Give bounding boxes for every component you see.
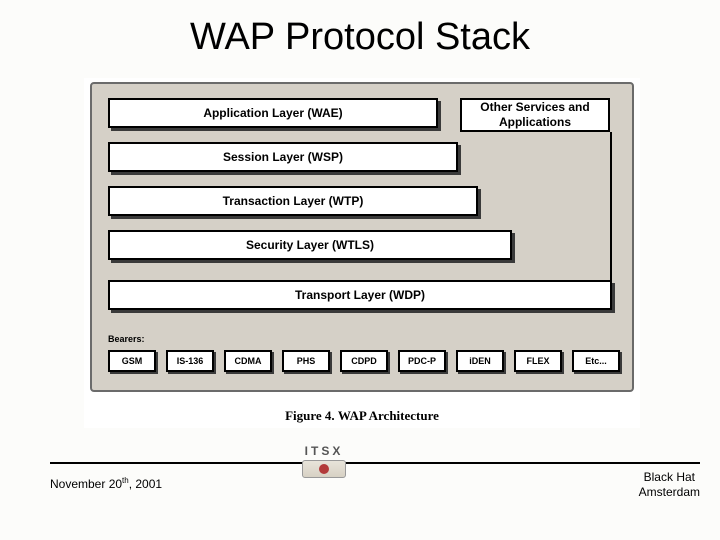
layer-transport-label: Transport Layer (WDP)	[295, 288, 425, 302]
bearer-pdcp: PDC-P	[398, 350, 446, 372]
bearer-phs: PHS	[282, 350, 330, 372]
bearer-gsm-label: GSM	[122, 356, 143, 366]
wap-architecture-diagram: Application Layer (WAE) Session Layer (W…	[90, 82, 634, 392]
bearer-gsm: GSM	[108, 350, 156, 372]
connector-vertical	[610, 132, 612, 280]
slide: WAP Protocol Stack Application Layer (WA…	[0, 0, 720, 540]
layer-application: Application Layer (WAE)	[108, 98, 438, 128]
bearer-cdma-label: CDMA	[235, 356, 262, 366]
layer-security: Security Layer (WTLS)	[108, 230, 512, 260]
footer-logo: ITSX	[292, 444, 356, 478]
figure-caption-text: WAP Architecture	[338, 408, 439, 423]
layer-security-label: Security Layer (WTLS)	[246, 238, 374, 252]
footer-date-year: , 2001	[129, 477, 162, 491]
bearer-iden-label: iDEN	[469, 356, 491, 366]
layer-application-label: Application Layer (WAE)	[203, 106, 342, 120]
bearer-flex-label: FLEX	[526, 356, 549, 366]
slide-footer: November 20th, 2001 ITSX Black Hat Amste…	[50, 462, 700, 506]
page-title: WAP Protocol Stack	[0, 0, 720, 59]
figure-container: Application Layer (WAE) Session Layer (W…	[84, 78, 640, 428]
bearer-phs-label: PHS	[297, 356, 316, 366]
bearer-etc: Etc...	[572, 350, 620, 372]
footer-right-line1: Black Hat	[639, 470, 700, 485]
bearer-iden: iDEN	[456, 350, 504, 372]
bearer-pdcp-label: PDC-P	[408, 356, 436, 366]
bearer-cdpd-label: CDPD	[351, 356, 377, 366]
other-services-label: Other Services and Applications	[462, 100, 608, 130]
bearer-is136: IS-136	[166, 350, 214, 372]
bearer-is136-label: IS-136	[177, 356, 204, 366]
footer-date: November 20th, 2001	[50, 476, 162, 491]
layer-transaction: Transaction Layer (WTP)	[108, 186, 478, 216]
bearers-label: Bearers:	[108, 334, 145, 344]
bearer-etc-label: Etc...	[585, 356, 607, 366]
layer-session: Session Layer (WSP)	[108, 142, 458, 172]
footer-date-prefix: November 20	[50, 477, 122, 491]
footer-right: Black Hat Amsterdam	[639, 470, 700, 500]
other-services-box: Other Services and Applications	[460, 98, 610, 132]
figure-caption: Figure 4. WAP Architecture	[84, 408, 640, 424]
footer-rule	[50, 462, 700, 464]
layer-transport: Transport Layer (WDP)	[108, 280, 612, 310]
footer-logo-badge-icon	[302, 460, 346, 478]
layer-session-label: Session Layer (WSP)	[223, 150, 343, 164]
layer-transaction-label: Transaction Layer (WTP)	[223, 194, 364, 208]
figure-caption-label: Figure 4.	[285, 408, 335, 423]
footer-logo-text: ITSX	[292, 444, 356, 458]
bearer-cdma: CDMA	[224, 350, 272, 372]
footer-date-suffix: th	[122, 476, 129, 485]
bearer-cdpd: CDPD	[340, 350, 388, 372]
footer-right-line2: Amsterdam	[639, 485, 700, 500]
bearer-flex: FLEX	[514, 350, 562, 372]
